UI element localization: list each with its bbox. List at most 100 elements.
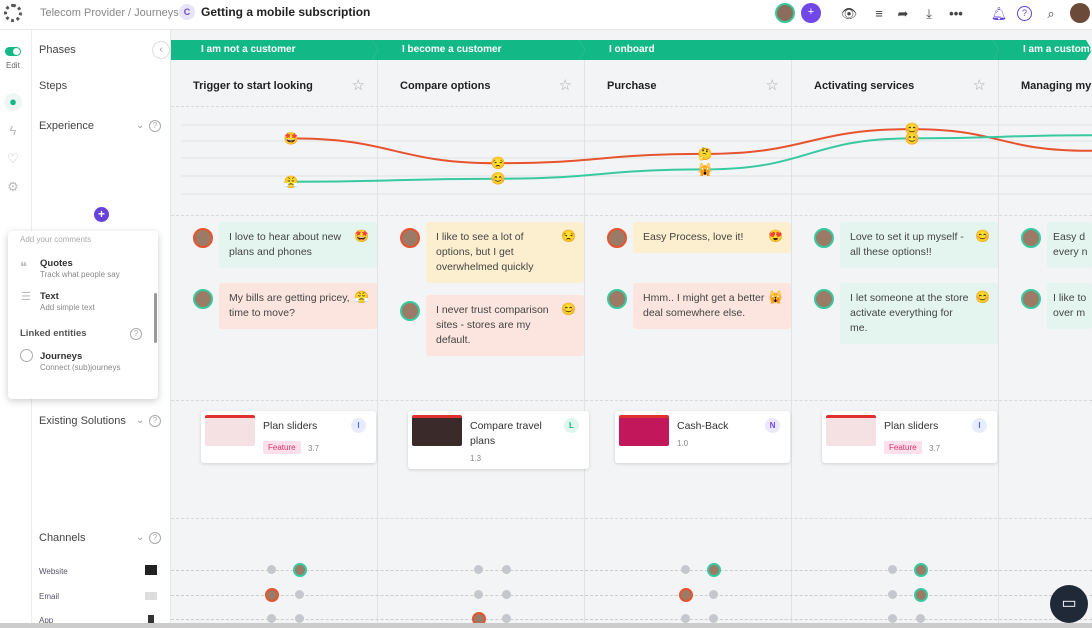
lightbulb-icon[interactable]: ♡ [7,151,19,166]
channel-persona-avatar[interactable] [914,588,928,602]
solution-card[interactable]: Compare travel plans 1.3 L [408,411,589,469]
solution-card[interactable]: Cash-Back 1.0 N [615,411,790,463]
persona-avatar[interactable] [814,228,834,248]
quote-text: I never trust comparison sites - stores … [436,304,549,346]
filter-icon[interactable]: ≡ [875,6,883,21]
channel-dot[interactable] [295,614,304,623]
row-divider [171,400,1092,401]
persona-avatar[interactable] [1021,228,1041,248]
quote-card[interactable]: I never trust comparison sites - stores … [426,295,584,356]
solution-name: Compare travel plans [470,420,542,447]
map-pin-icon[interactable]: ● [4,93,22,111]
channel-dot[interactable] [888,614,897,623]
breadcrumb[interactable]: Telecom Provider / Journeys / [40,7,185,19]
quote-card[interactable]: I like to see a lot of options, but I ge… [426,222,584,283]
channel-persona-avatar[interactable] [293,563,307,577]
gear-icon[interactable]: ⚙ [7,179,19,194]
quote-card[interactable]: I like to over m [1047,283,1092,329]
step-title[interactable]: Purchase [607,80,657,92]
persona-avatar[interactable] [193,289,213,309]
star-icon[interactable]: ☆ [558,77,572,94]
share-icon[interactable]: ➦ [897,6,909,21]
more-icon[interactable]: ••• [949,6,963,21]
chat-button[interactable]: ▭ [1050,585,1088,623]
persona-avatar[interactable] [193,228,213,248]
quote-card[interactable]: My bills are getting pricey, time to mov… [219,283,377,329]
lightning-icon[interactable]: ϟ [9,123,17,138]
quote-card[interactable]: Hmm.. I might get a better deal somewher… [633,283,791,329]
chevron-down-icon[interactable]: ⌄ [136,532,145,543]
quote-text: Love to set it up myself - all these opt… [850,231,964,258]
persona-avatar[interactable] [814,289,834,309]
edit-toggle[interactable] [5,47,21,56]
channel-dot[interactable] [888,565,897,574]
eye-icon[interactable]: 👁 [840,6,858,21]
channel-dot[interactable] [888,590,897,599]
channel-persona-avatar[interactable] [265,588,279,602]
quote-card[interactable]: Love to set it up myself - all these opt… [840,222,998,268]
download-icon[interactable]: ⤓ [926,6,932,21]
step-title[interactable]: Compare options [400,80,491,92]
step-title[interactable]: Trigger to start looking [193,80,313,92]
star-icon[interactable]: ☆ [351,77,365,94]
menu-item-journeys[interactable]: Journeys [40,351,83,362]
star-icon[interactable]: ☆ [765,77,779,94]
persona-avatar[interactable] [400,301,420,321]
menu-item-quotes[interactable]: Quotes [40,258,73,269]
solution-card[interactable]: Plan sliders Feature 3.7 I [822,411,997,463]
channel-dot[interactable] [502,614,511,623]
channel-dot[interactable] [709,590,718,599]
phase-3[interactable]: I am a customer [993,40,1092,60]
channel-persona-avatar[interactable] [679,588,693,602]
help-icon[interactable]: ? [1017,6,1032,21]
phase-0[interactable]: I am not a customer [171,40,378,60]
persona-avatar[interactable] [1021,289,1041,309]
channel-dot[interactable] [502,590,511,599]
channel-dot[interactable] [267,614,276,623]
solution-version: 1.0 [677,439,689,448]
channel-dot[interactable] [709,614,718,623]
phase-1[interactable]: I become a customer [372,40,585,60]
help-icon[interactable]: ? [149,415,161,427]
step-title[interactable]: Activating services [814,80,915,92]
channel-dot[interactable] [681,614,690,623]
chevron-down-icon[interactable]: ⌄ [136,120,145,131]
channel-dot[interactable] [474,565,483,574]
quote-card[interactable]: I let someone at the store activate ever… [840,283,998,344]
menu-item-text[interactable]: Text [40,291,59,302]
collaborator-avatar[interactable] [775,3,795,23]
persona-avatar[interactable] [607,228,627,248]
chevron-down-icon[interactable]: ⌄ [136,415,145,426]
menu-scrollbar[interactable] [154,293,157,343]
step-title[interactable]: Managing my [1021,80,1092,92]
search-icon[interactable]: ⌕ [1047,6,1055,21]
help-icon[interactable]: ? [130,328,142,340]
channel-persona-avatar[interactable] [914,563,928,577]
user-avatar[interactable] [1070,3,1090,23]
persona-avatar[interactable] [400,228,420,248]
help-icon[interactable]: ? [149,532,161,544]
help-icon[interactable]: ? [149,120,161,132]
horizontal-scrollbar[interactable] [0,623,1092,628]
phase-label: I am not a customer [201,44,296,55]
channel-persona-avatar[interactable] [707,563,721,577]
channel-dot[interactable] [474,590,483,599]
quote-card[interactable]: Easy Process, love it! 😍 [633,222,791,253]
phase-2[interactable]: I onboard [579,40,999,60]
collapse-button[interactable]: ‹ [152,41,170,59]
quote-card[interactable]: I love to hear about new plans and phone… [219,222,377,268]
logo-icon[interactable] [4,4,22,22]
page-title[interactable]: Getting a mobile subscription [201,5,371,19]
solution-card[interactable]: Plan sliders Feature 3.7 I [201,411,376,463]
add-item-button[interactable]: + [94,207,109,222]
channel-dot[interactable] [681,565,690,574]
persona-avatar[interactable] [607,289,627,309]
star-icon[interactable]: ☆ [972,77,986,94]
quote-card[interactable]: Easy d every n [1047,222,1092,268]
channel-dot[interactable] [916,614,925,623]
channel-dot[interactable] [502,565,511,574]
channel-dot[interactable] [295,590,304,599]
add-user-icon[interactable]: + [801,3,821,23]
channel-dot[interactable] [267,565,276,574]
bell-icon[interactable]: 🔔︎ [990,6,1008,21]
